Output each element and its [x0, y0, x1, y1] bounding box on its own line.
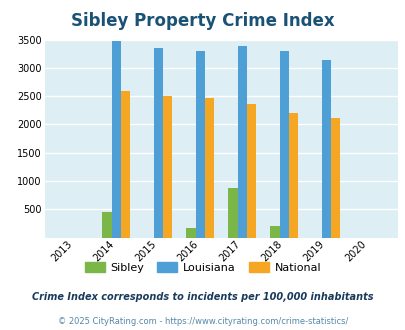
Bar — [120, 91, 130, 238]
Bar — [102, 212, 111, 238]
Bar — [279, 51, 288, 238]
Bar — [186, 228, 195, 238]
Text: Crime Index corresponds to incidents per 100,000 inhabitants: Crime Index corresponds to incidents per… — [32, 292, 373, 302]
Bar — [321, 60, 330, 238]
Text: Sibley Property Crime Index: Sibley Property Crime Index — [71, 13, 334, 30]
Bar — [237, 47, 246, 238]
Legend: Sibley, Louisiana, National: Sibley, Louisiana, National — [80, 258, 325, 278]
Bar — [205, 98, 213, 238]
Bar — [246, 104, 256, 238]
Bar — [153, 48, 162, 238]
Bar — [195, 51, 205, 238]
Bar — [111, 41, 120, 238]
Bar — [270, 226, 279, 238]
Bar — [162, 96, 172, 238]
Bar — [330, 118, 339, 238]
Bar — [228, 188, 237, 238]
Text: © 2025 CityRating.com - https://www.cityrating.com/crime-statistics/: © 2025 CityRating.com - https://www.city… — [58, 317, 347, 326]
Bar — [288, 113, 298, 238]
